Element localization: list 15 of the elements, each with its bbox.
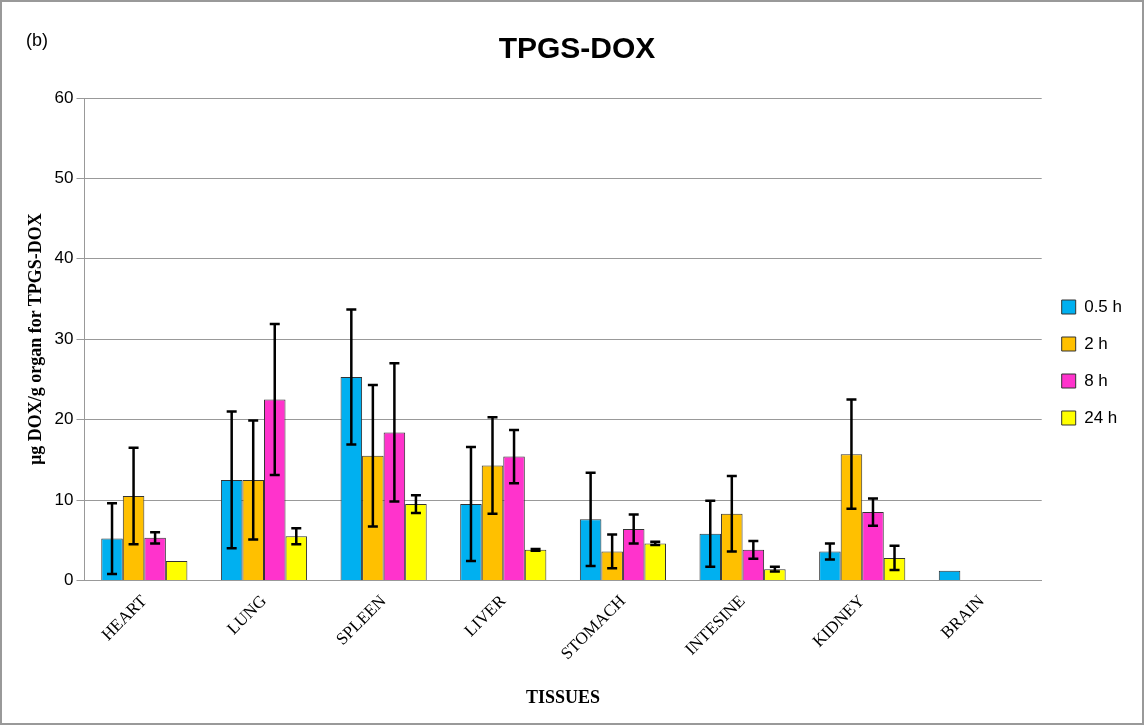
y-tick-label: 20 [54,409,74,429]
y-tick-label: 10 [54,489,74,509]
y-axis-title: µg DOX/g organ for TPGS-DOX [25,213,46,466]
x-axis-title: TISSUES [526,686,601,707]
y-tick-label: 0 [64,570,74,590]
legend-label: 2 h [1084,333,1108,353]
legend-label: 8 h [1084,370,1108,390]
y-tick-label: 50 [54,168,74,188]
chart-title: TPGS-DOX [498,31,656,65]
legend-label: 0.5 h [1084,296,1122,316]
text: (b) [26,29,48,50]
y-tick-label: 30 [54,328,74,348]
y-tick-label: 60 [54,87,74,107]
y-tick-label: 40 [54,248,74,268]
legend-label: 24 h [1084,407,1118,427]
